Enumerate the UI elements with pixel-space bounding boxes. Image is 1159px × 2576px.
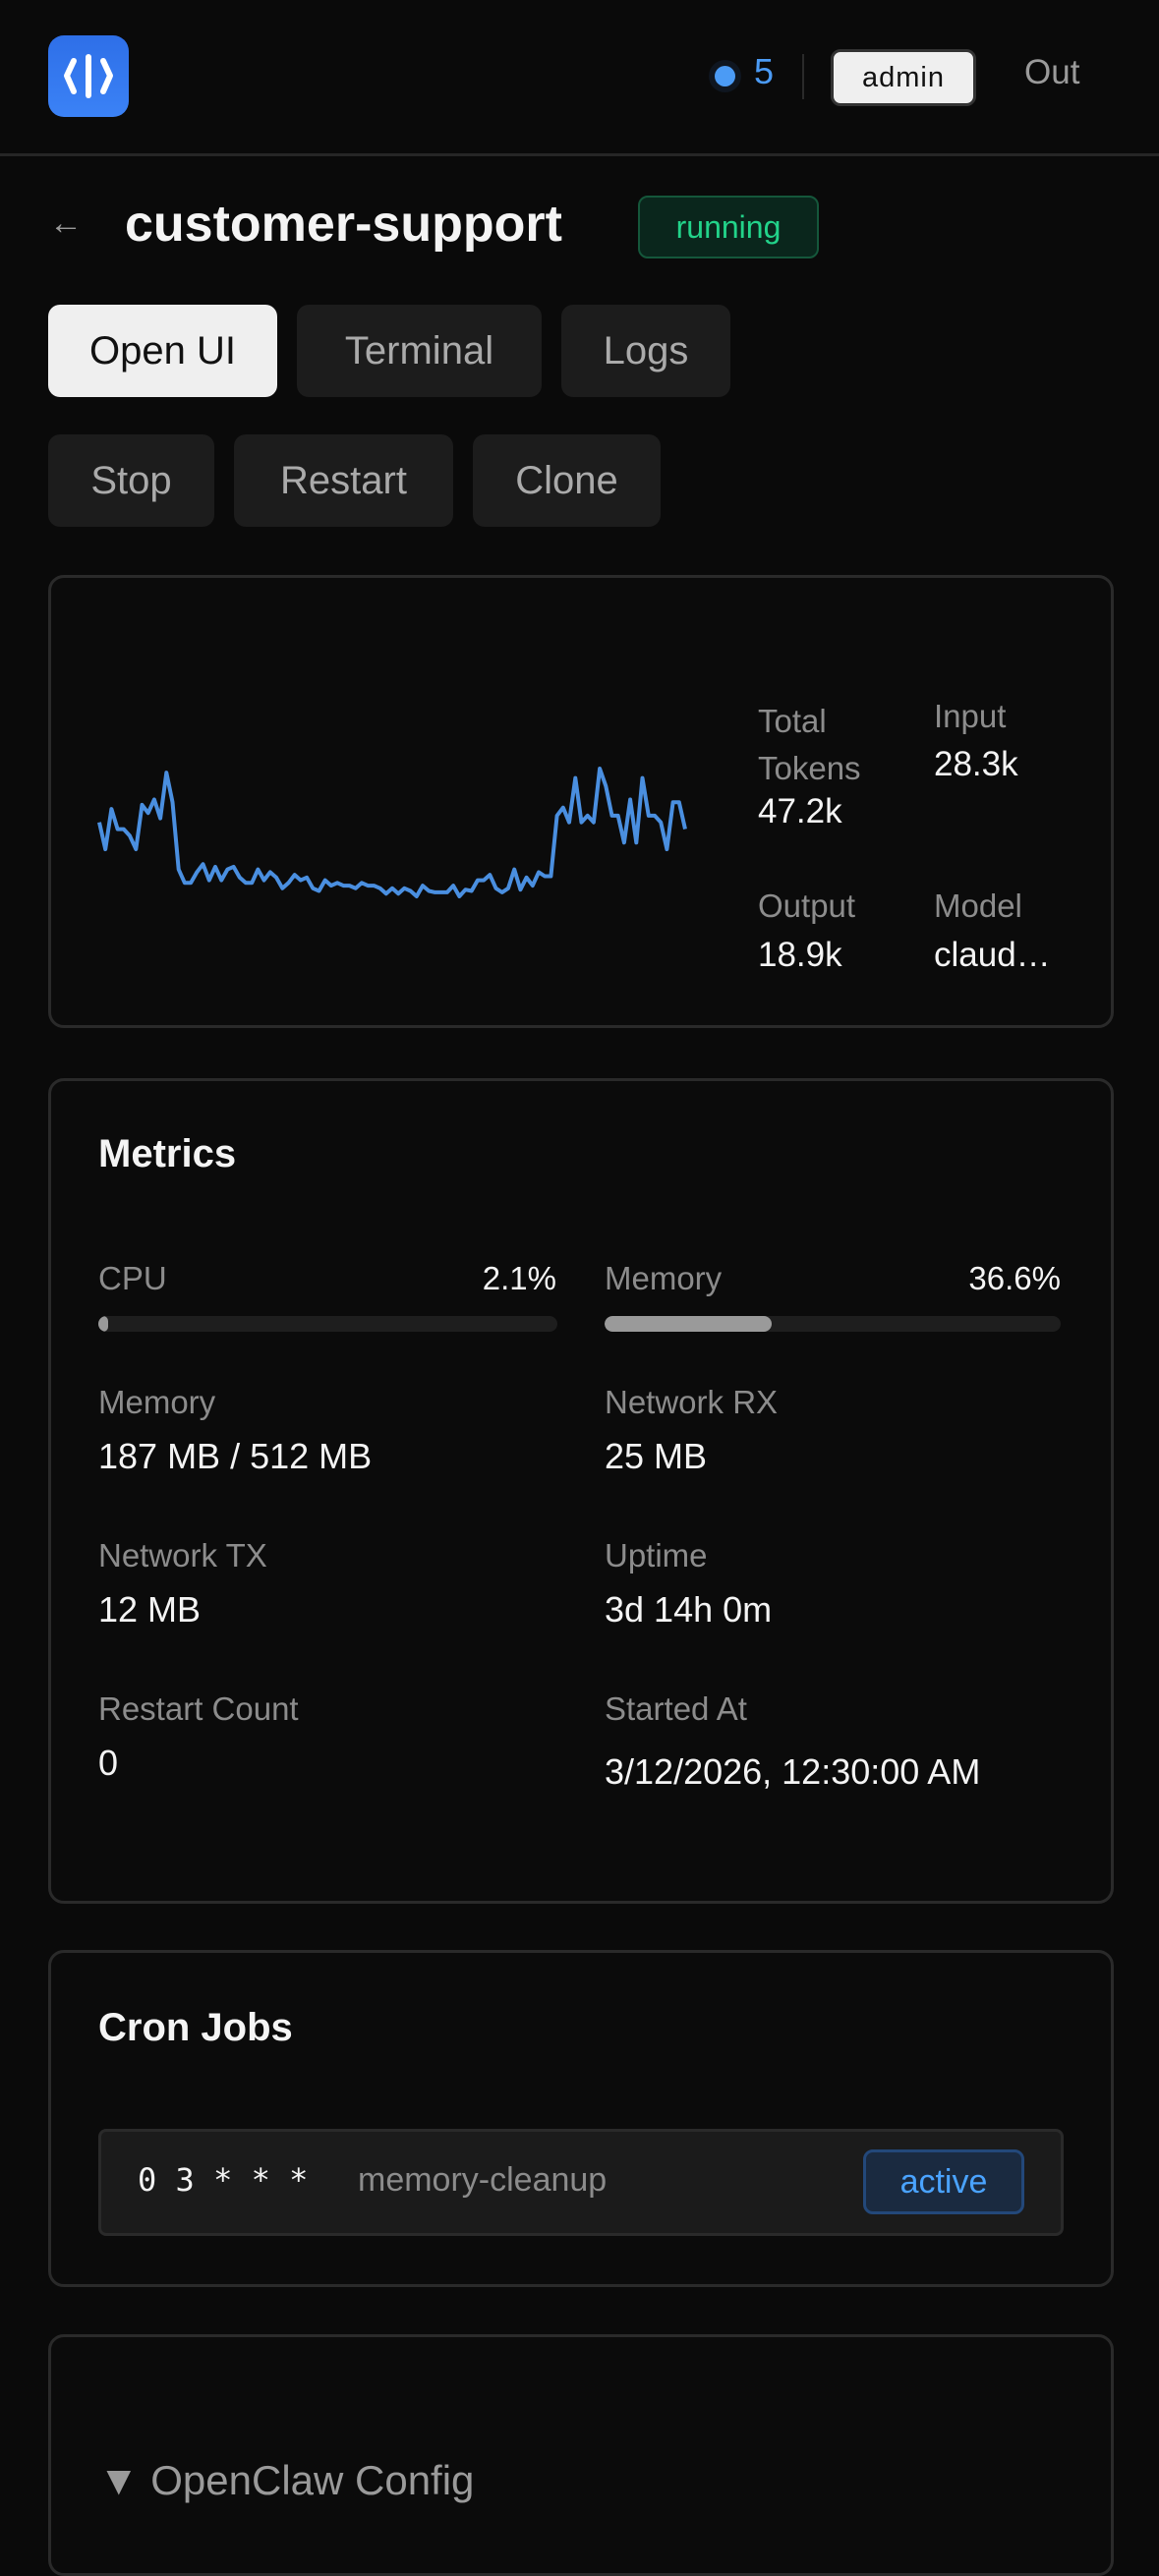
metric-value: 12 MB: [98, 1589, 202, 1630]
metric-label: Started At: [605, 1690, 747, 1727]
arrow-left-icon[interactable]: ←: [49, 204, 83, 242]
memory-progress-bar: [605, 1316, 1061, 1332]
cron-status-badge: active: [863, 2149, 1024, 2214]
metric-label: Network RX: [605, 1384, 779, 1420]
stop-button[interactable]: Stop: [48, 434, 214, 527]
config-card: [48, 2334, 1114, 2576]
metric-label: Memory: [98, 1384, 216, 1420]
page-title: customer-support: [125, 196, 562, 253]
input-tokens-value: 28.3k: [934, 745, 1018, 783]
status-badge: running: [638, 196, 819, 258]
metric-label: Network TX: [98, 1537, 267, 1574]
cron-schedule: 0 3 * * *: [138, 2161, 309, 2199]
metric-value: 3/12/2026, 12:30:00 AM: [605, 1751, 981, 1792]
divider: [802, 54, 804, 99]
logout-button[interactable]: Out: [1024, 53, 1080, 91]
cron-jobs-card: [48, 1950, 1114, 2287]
model-value: claud…: [934, 936, 1051, 974]
total-tokens-label: Total Tokens: [758, 698, 861, 792]
metric-value: 187 MB / 512 MB: [98, 1436, 373, 1476]
sparkline-series: [97, 767, 687, 898]
metric-label: Uptime: [605, 1537, 708, 1574]
restart-button[interactable]: Restart: [234, 434, 453, 527]
total-tokens-label-line1: Total: [758, 703, 827, 739]
user-badge[interactable]: admin: [831, 49, 976, 106]
status-dot-icon: [715, 66, 735, 86]
cron-job-row[interactable]: 0 3 * * * memory-cleanup active: [98, 2129, 1064, 2236]
instance-count[interactable]: 5: [754, 51, 775, 91]
total-tokens-label-line2: Tokens: [758, 750, 861, 786]
memory-progress-fill: [605, 1316, 772, 1332]
output-tokens-label: Output: [758, 887, 856, 924]
clone-button[interactable]: Clone: [473, 434, 661, 527]
cpu-value: 2.1%: [482, 1260, 556, 1296]
cpu-progress-fill: [98, 1316, 108, 1332]
token-usage-card: [48, 575, 1114, 1028]
metric-value: 3d 14h 0m: [605, 1589, 773, 1630]
cron-job-name: memory-cleanup: [358, 2161, 608, 2199]
metrics-title: Metrics: [98, 1132, 237, 1175]
token-sparkline: [97, 767, 687, 898]
config-toggle[interactable]: ▼ OpenClaw Config: [98, 2457, 475, 2503]
metric-label: Restart Count: [98, 1690, 299, 1727]
memory-percent-value: 36.6%: [968, 1260, 1061, 1296]
cpu-label: CPU: [98, 1260, 167, 1296]
cron-jobs-title: Cron Jobs: [98, 2006, 293, 2049]
input-tokens-label: Input: [934, 698, 1007, 734]
logs-button[interactable]: Logs: [561, 305, 730, 397]
open-ui-button[interactable]: Open UI: [48, 305, 277, 397]
memory-percent-label: Memory: [605, 1260, 723, 1296]
total-tokens-value: 47.2k: [758, 792, 842, 830]
cpu-progress-bar: [98, 1316, 557, 1332]
code-bracket-logo-icon[interactable]: [48, 35, 129, 117]
metric-value: 0: [98, 1743, 119, 1783]
output-tokens-value: 18.9k: [758, 936, 842, 974]
metrics-card: [48, 1078, 1114, 1904]
top-bar: 5 admin Out: [0, 0, 1159, 156]
model-label: Model: [934, 887, 1022, 924]
terminal-button[interactable]: Terminal: [297, 305, 542, 397]
metric-value: 25 MB: [605, 1436, 708, 1476]
